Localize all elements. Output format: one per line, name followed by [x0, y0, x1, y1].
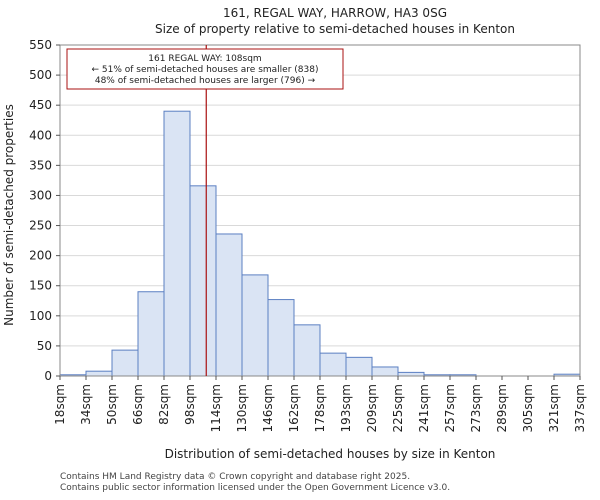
- x-tick-label: 162sqm: [287, 384, 301, 432]
- chart-title: 161, REGAL WAY, HARROW, HA3 0SG: [223, 6, 447, 20]
- annotation-line-2: ← 51% of semi-detached houses are smalle…: [92, 65, 319, 75]
- x-tick-label: 82sqm: [157, 384, 171, 425]
- bar: [319, 352, 347, 377]
- y-tick-label: 250: [29, 219, 52, 233]
- bar: [189, 185, 217, 377]
- y-tick-label: 0: [44, 369, 52, 383]
- y-tick-label: 450: [29, 98, 52, 112]
- chart-subtitle: Size of property relative to semi-detach…: [155, 22, 515, 36]
- y-tick-label: 150: [29, 279, 52, 293]
- x-tick-label: 321sqm: [547, 384, 561, 432]
- x-tick-label: 98sqm: [183, 384, 197, 425]
- bar: [137, 291, 165, 377]
- bar: [397, 371, 425, 377]
- y-tick-label: 550: [29, 38, 52, 52]
- y-tick-label: 200: [29, 249, 52, 263]
- x-tick-label: 146sqm: [261, 384, 275, 432]
- x-tick-label: 241sqm: [417, 384, 431, 432]
- annotation-frame: [66, 48, 344, 90]
- footer-line-2: Contains public sector information licen…: [60, 483, 451, 493]
- x-tick-label: 337sqm: [573, 384, 587, 432]
- x-tick-label: 114sqm: [209, 384, 223, 432]
- footer-line-1: Contains HM Land Registry data © Crown c…: [60, 472, 411, 482]
- x-tick-label: 130sqm: [235, 384, 249, 432]
- annotation-line-3: 48% of semi-detached houses are larger (…: [95, 76, 316, 86]
- bar: [163, 110, 191, 377]
- x-axis-ticks: 18sqm 34sqm 50sqm 66sqm 82sqm 98sqm 114sqm 130s…: [53, 376, 587, 432]
- x-tick-label: 225sqm: [391, 384, 405, 432]
- x-tick-label: 193sqm: [339, 384, 353, 432]
- x-tick-label: 289sqm: [495, 384, 509, 432]
- bar: [345, 356, 373, 377]
- y-tick-label: 400: [29, 128, 52, 142]
- annotation-line-1: 161 REGAL WAY: 108sqm: [148, 54, 261, 64]
- y-tick-label: 100: [29, 309, 52, 323]
- x-tick-label: 178sqm: [313, 384, 327, 432]
- x-tick-label: 273sqm: [469, 384, 483, 432]
- y-tick-label: 500: [29, 68, 52, 82]
- y-axis-ticks: 0 50 100 150 200 250 300 350 400 450 500 550: [29, 38, 60, 383]
- x-tick-label: 305sqm: [521, 384, 535, 432]
- y-tick-label: 300: [29, 188, 52, 202]
- x-tick-label: 209sqm: [365, 384, 379, 432]
- x-tick-label: 50sqm: [105, 384, 119, 425]
- bar: [215, 233, 243, 377]
- x-tick-label: 257sqm: [443, 384, 457, 432]
- bar: [267, 299, 295, 377]
- bar: [371, 366, 399, 377]
- bar: [85, 370, 113, 377]
- y-tick-label: 50: [37, 339, 52, 353]
- annotation-box: 161 REGAL WAY: 108sqm ← 51% of semi-deta…: [66, 48, 344, 90]
- x-tick-label: 66sqm: [131, 384, 145, 425]
- y-tick-label: 350: [29, 158, 52, 172]
- x-axis-label: Distribution of semi-detached houses by …: [165, 447, 496, 461]
- y-axis-label: Number of semi-detached properties: [2, 104, 16, 326]
- x-tick-label: 34sqm: [79, 384, 93, 425]
- x-tick-label: 18sqm: [53, 384, 67, 425]
- bars: [59, 110, 581, 377]
- bar: [111, 349, 139, 377]
- bar: [241, 274, 269, 377]
- bar: [293, 324, 321, 377]
